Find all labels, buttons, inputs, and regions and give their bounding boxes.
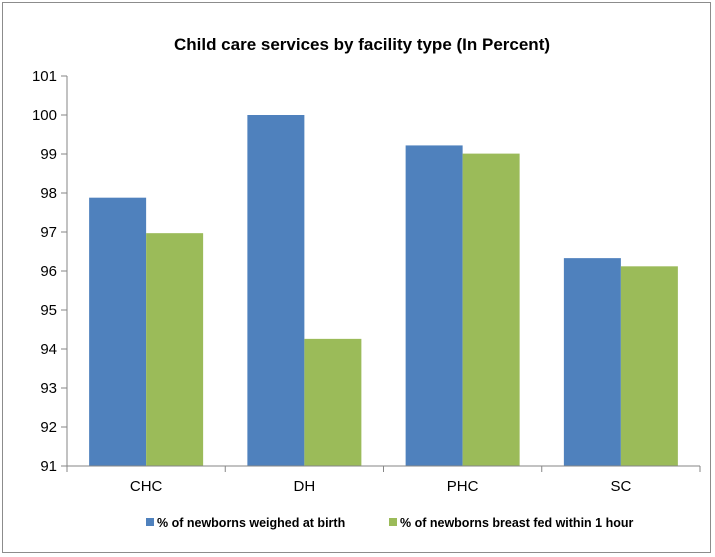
y-tick-label: 94: [40, 341, 57, 358]
y-tick-label: 101: [32, 68, 57, 85]
legend-label-series-2: % of newborns breast fed within 1 hour: [400, 516, 633, 530]
bar-chc-series-2: [146, 233, 204, 466]
y-tick-label: 98: [40, 185, 57, 202]
x-tick-label: PHC: [447, 478, 479, 495]
bar-phc-series-1: [405, 145, 463, 467]
y-tick-label: 93: [40, 380, 57, 397]
bar-chc-series-1: [89, 197, 147, 466]
y-tick-label: 96: [40, 263, 57, 280]
y-tick-label: 95: [40, 302, 57, 319]
bars-group: [89, 115, 678, 467]
x-axis: CHC DH PHC SC: [66, 465, 701, 495]
x-tick-label: DH: [294, 478, 316, 495]
legend: % of newborns weighed at birth % of newbo…: [146, 516, 633, 530]
y-tick-label: 99: [40, 146, 57, 163]
legend-label-series-1: % of newborns weighed at birth: [157, 516, 345, 530]
x-tick-label: CHC: [130, 478, 163, 495]
bar-sc-series-2: [620, 266, 678, 466]
y-tick-label: 91: [40, 458, 57, 475]
bar-sc-series-1: [563, 258, 621, 466]
y-tick-label: 97: [40, 224, 57, 241]
legend-swatch-series-2: [389, 518, 397, 526]
chart-title: Child care services by facility type (In…: [174, 35, 550, 54]
y-tick-label: 100: [32, 107, 57, 124]
legend-swatch-series-1: [146, 518, 154, 526]
bar-phc-series-2: [462, 153, 520, 467]
bar-dh-series-2: [304, 338, 362, 466]
x-tick-label: SC: [610, 478, 631, 495]
y-axis: 91 92 93 94 95 96 97 98 99 100 101: [32, 68, 68, 475]
bar-dh-series-1: [247, 115, 305, 466]
y-tick-label: 92: [40, 419, 57, 436]
